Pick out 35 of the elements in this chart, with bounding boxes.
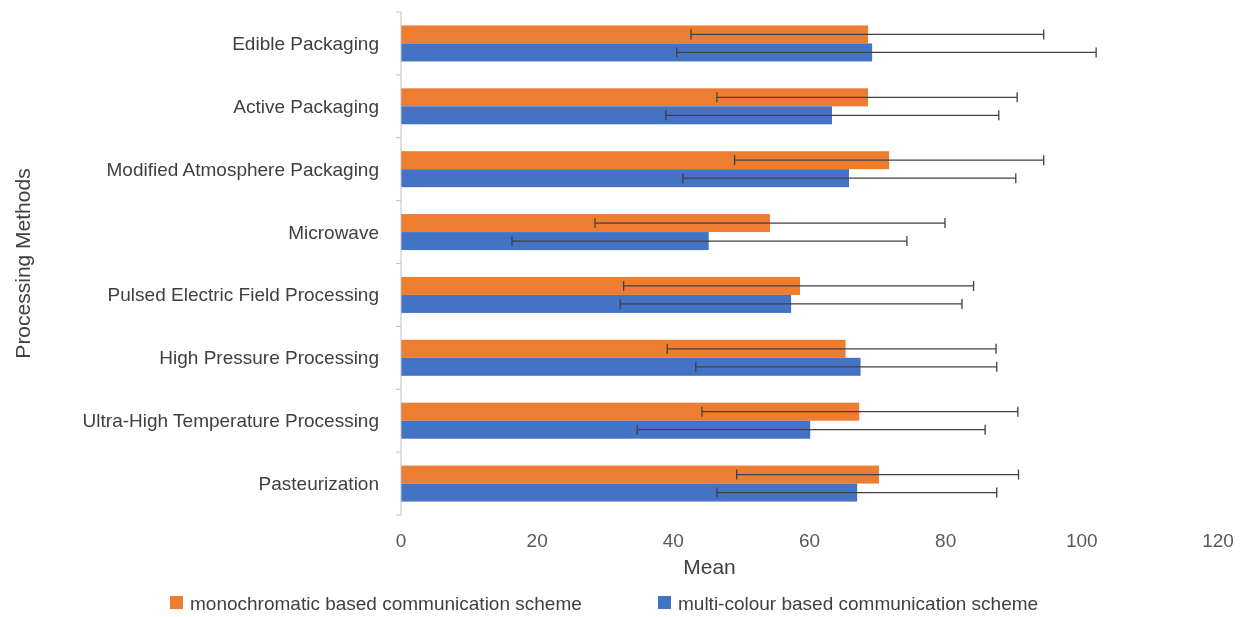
bar [401,357,861,376]
x-tick-label: 0 [395,530,407,551]
legend-label: multi-colour based communication scheme [678,592,1039,614]
x-tick-label: 80 [935,530,957,551]
y-tick-label: Pulsed Electric Field Processing [107,284,379,306]
bar [401,465,879,484]
y-tick-label: Edible Packaging [232,32,379,54]
bar [401,25,869,44]
bar [401,106,832,125]
y-tick-label: Active Packaging [233,95,379,117]
x-tick-label: 120 [1202,530,1234,551]
bar [401,43,873,62]
bar [401,214,771,233]
bar [401,294,792,313]
y-tick-label: High Pressure Processing [159,347,379,369]
bar [401,420,811,439]
x-tick-label: 40 [662,530,684,551]
y-tick-label: Ultra-High Temperature Processing [82,410,379,432]
bar [401,151,890,170]
bar [401,483,858,502]
y-axis-title: Processing Methods [11,168,34,359]
x-tick-label: 20 [526,530,548,551]
x-tick-label: 100 [1065,530,1098,551]
bar [401,339,846,358]
bar [401,232,709,251]
bar [401,402,860,421]
x-axis-title: Mean [683,555,736,578]
bar [401,276,800,295]
bar [401,88,869,107]
y-tick-label: Microwave [288,221,379,243]
bar [401,169,849,188]
x-tick-label: 60 [798,530,821,551]
y-tick-label: Modified Atmosphere Packaging [106,158,379,180]
legend-label: monochromatic based communication scheme [190,592,582,614]
y-tick-label: Pasteurization [258,473,379,495]
